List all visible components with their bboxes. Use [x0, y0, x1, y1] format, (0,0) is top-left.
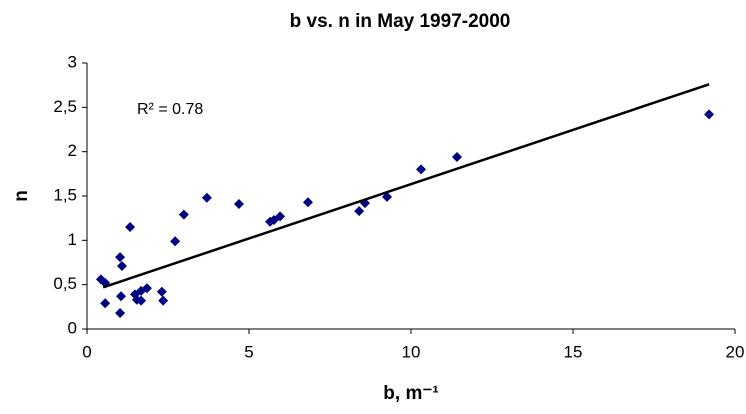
y-tick-label: 0	[68, 318, 77, 337]
data-point	[382, 191, 393, 202]
x-tick-label: 20	[726, 342, 745, 361]
data-point	[178, 209, 189, 220]
data-point	[170, 236, 181, 247]
y-tick-label: 3	[68, 52, 77, 71]
data-point	[452, 151, 463, 162]
data-point	[416, 164, 427, 175]
trendline	[102, 83, 710, 289]
data-point	[125, 222, 136, 233]
data-point	[158, 295, 169, 306]
data-point	[275, 211, 286, 222]
x-axis-label: b, m⁻¹	[383, 383, 438, 404]
data-point	[704, 109, 715, 120]
y-tick-label: 1	[68, 230, 77, 249]
data-point	[136, 295, 147, 306]
data-point	[116, 291, 127, 302]
y-tick-label: 2,5	[53, 97, 77, 116]
r-squared-annotation: R² = 0.78	[137, 101, 203, 118]
data-point	[201, 192, 212, 203]
y-tick-label: 2	[68, 141, 77, 160]
data-point	[115, 252, 126, 263]
data-point	[233, 198, 244, 209]
data-point	[115, 308, 126, 319]
y-axis-label: n	[11, 190, 32, 202]
x-tick-label: 0	[82, 342, 91, 361]
chart-title: b vs. n in May 1997-2000	[290, 11, 511, 32]
data-point	[354, 206, 365, 217]
data-point	[116, 261, 127, 272]
data-point	[156, 286, 167, 297]
x-tick-label: 10	[402, 342, 421, 361]
data-point	[302, 197, 313, 208]
x-tick-label: 5	[244, 342, 253, 361]
y-tick-label: 1,5	[53, 185, 77, 204]
data-point	[100, 298, 111, 309]
y-tick-label: 0,5	[53, 274, 77, 293]
x-tick-label: 15	[564, 342, 583, 361]
data-point	[141, 283, 152, 294]
